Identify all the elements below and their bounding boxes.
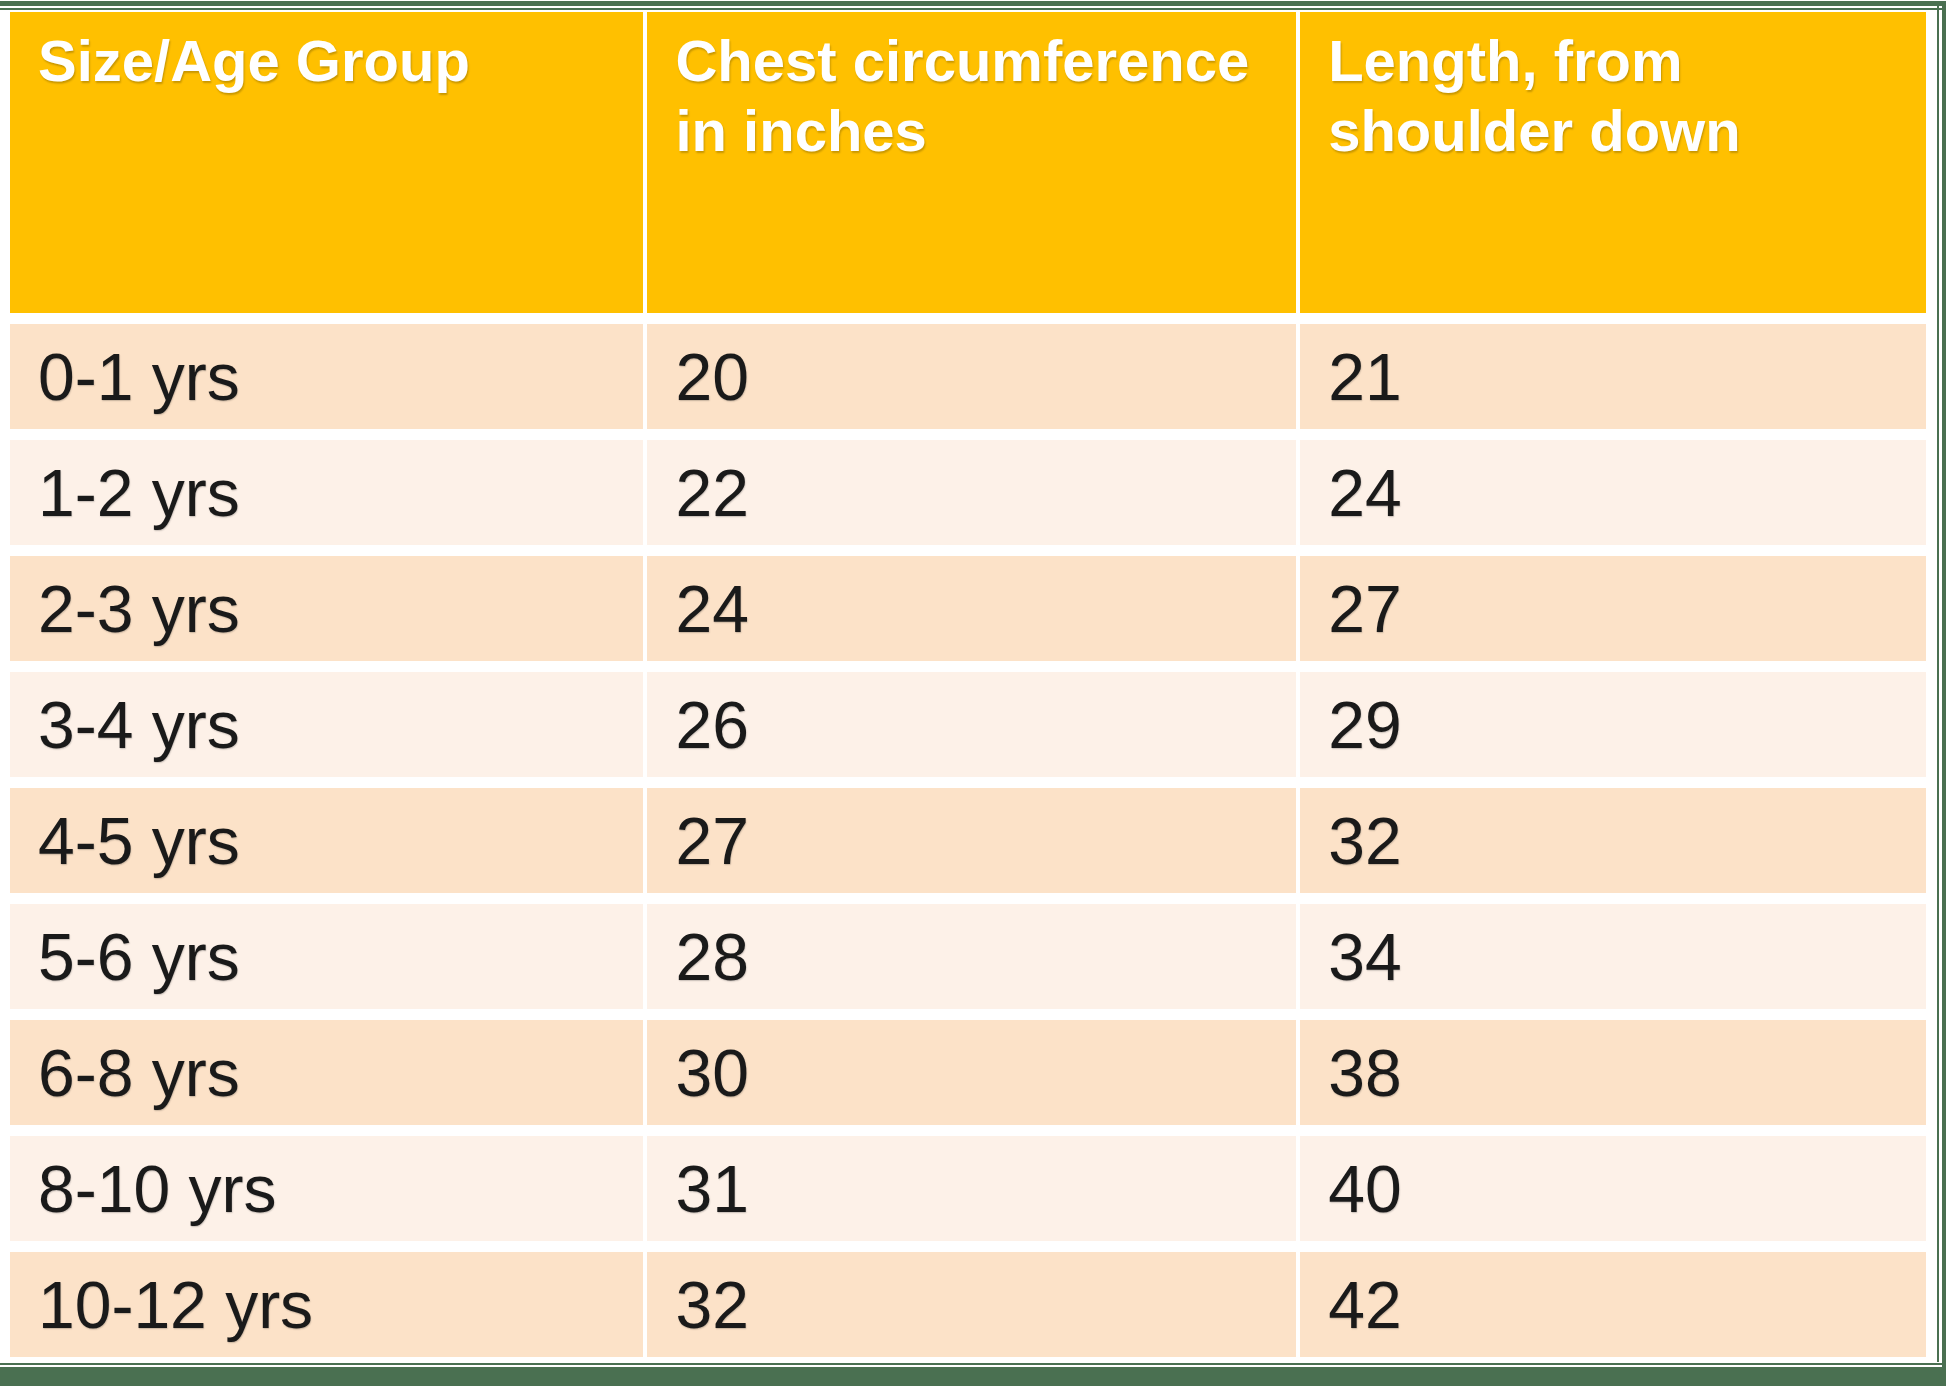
chest-circumference-cell: 27 [647,788,1296,893]
size-table: Size/Age Group Chest circumference in in… [6,1,1930,1368]
age-group-cell: 8-10 yrs [10,1136,643,1241]
header-chest-circumference: Chest circumference in inches [647,12,1296,313]
chest-circumference-cell: 28 [647,904,1296,1009]
table-row: 3-4 yrs2629 [10,672,1926,777]
header-length-shoulder-down: Length, from shoulder down [1300,12,1926,313]
chest-circumference-cell: 22 [647,440,1296,545]
age-group-cell: 0-1 yrs [10,324,643,429]
table-border-bottom-thick [0,1367,1946,1386]
chest-circumference-cell: 20 [647,324,1296,429]
table-row: 1-2 yrs2224 [10,440,1926,545]
age-group-cell: 10-12 yrs [10,1252,643,1357]
chest-circumference-cell: 26 [647,672,1296,777]
length-cell: 21 [1300,324,1926,429]
table-row: 6-8 yrs3038 [10,1020,1926,1125]
table-row: 0-1 yrs2021 [10,324,1926,429]
age-group-cell: 6-8 yrs [10,1020,643,1125]
age-group-cell: 2-3 yrs [10,556,643,661]
age-group-cell: 4-5 yrs [10,788,643,893]
length-cell: 29 [1300,672,1926,777]
chest-circumference-cell: 32 [647,1252,1296,1357]
length-cell: 27 [1300,556,1926,661]
table-row: 8-10 yrs3140 [10,1136,1926,1241]
chest-circumference-cell: 31 [647,1136,1296,1241]
table-border-right-thin [1937,1,1939,1362]
header-row: Size/Age Group Chest circumference in in… [10,12,1926,313]
table-row: 10-12 yrs3242 [10,1252,1926,1357]
length-cell: 38 [1300,1020,1926,1125]
length-cell: 32 [1300,788,1926,893]
chest-circumference-cell: 30 [647,1020,1296,1125]
length-cell: 34 [1300,904,1926,1009]
chest-circumference-cell: 24 [647,556,1296,661]
length-cell: 40 [1300,1136,1926,1241]
age-group-cell: 3-4 yrs [10,672,643,777]
age-group-cell: 5-6 yrs [10,904,643,1009]
table-body: 0-1 yrs20211-2 yrs22242-3 yrs24273-4 yrs… [10,324,1926,1357]
age-group-cell: 1-2 yrs [10,440,643,545]
table-row: 4-5 yrs2732 [10,788,1926,893]
length-cell: 42 [1300,1252,1926,1357]
size-chart-table: Size/Age Group Chest circumference in in… [0,0,1946,1386]
table-border-right-thick [1942,1,1946,1386]
header-size-age-group: Size/Age Group [10,12,643,313]
length-cell: 24 [1300,440,1926,545]
table-row: 5-6 yrs2834 [10,904,1926,1009]
table-row: 2-3 yrs2427 [10,556,1926,661]
